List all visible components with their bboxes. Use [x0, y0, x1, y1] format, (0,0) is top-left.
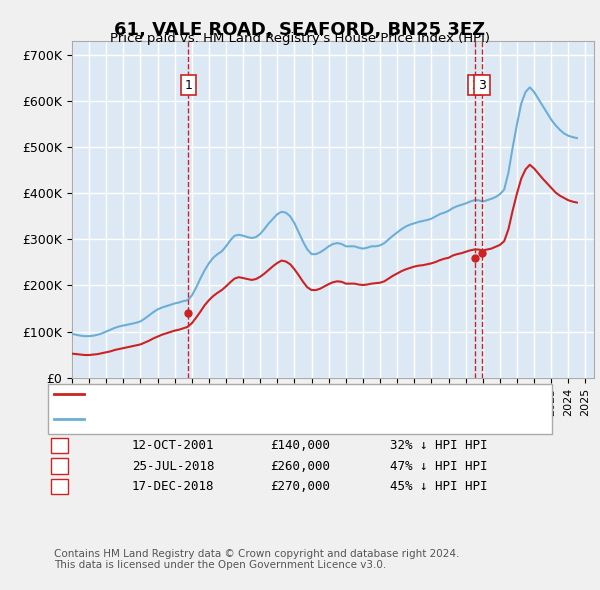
Text: 1: 1	[184, 78, 192, 91]
Text: 3: 3	[55, 480, 64, 493]
Text: Price paid vs. HM Land Registry's House Price Index (HPI): Price paid vs. HM Land Registry's House …	[110, 32, 490, 45]
Text: 61, VALE ROAD, SEAFORD, BN25 3EZ (detached house): 61, VALE ROAD, SEAFORD, BN25 3EZ (detach…	[90, 387, 416, 401]
Text: 25-JUL-2018: 25-JUL-2018	[132, 460, 215, 473]
Text: 2: 2	[55, 460, 64, 473]
Text: £140,000: £140,000	[270, 439, 330, 452]
Text: 45% ↓ HPI HPI: 45% ↓ HPI HPI	[390, 480, 487, 493]
Text: 47% ↓ HPI HPI: 47% ↓ HPI HPI	[390, 460, 487, 473]
Text: 12-OCT-2001: 12-OCT-2001	[132, 439, 215, 452]
Text: 2: 2	[471, 78, 479, 91]
Text: Contains HM Land Registry data © Crown copyright and database right 2024.
This d: Contains HM Land Registry data © Crown c…	[54, 549, 460, 571]
Text: 32% ↓ HPI HPI: 32% ↓ HPI HPI	[390, 439, 487, 452]
Text: 1: 1	[55, 439, 64, 452]
Text: 3: 3	[478, 78, 486, 91]
Text: 17-DEC-2018: 17-DEC-2018	[132, 480, 215, 493]
Text: £260,000: £260,000	[270, 460, 330, 473]
Text: £270,000: £270,000	[270, 480, 330, 493]
Text: HPI: Average price, detached house, Lewes: HPI: Average price, detached house, Lewe…	[90, 412, 345, 426]
Text: 61, VALE ROAD, SEAFORD, BN25 3EZ: 61, VALE ROAD, SEAFORD, BN25 3EZ	[115, 21, 485, 39]
